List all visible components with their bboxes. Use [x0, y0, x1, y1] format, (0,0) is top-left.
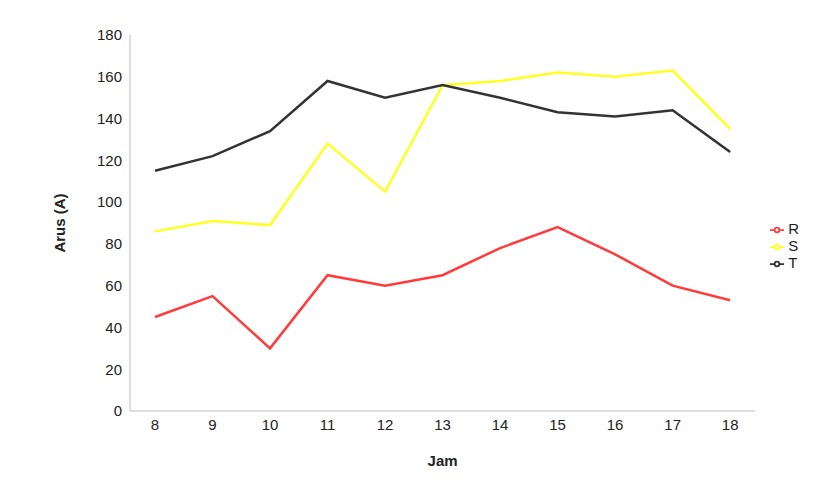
svg-text:60: 60: [105, 277, 122, 294]
svg-text:Arus (A): Arus (A): [51, 193, 68, 252]
svg-text:80: 80: [105, 235, 122, 252]
html-text:R: R: [788, 220, 799, 237]
svg-text:40: 40: [105, 319, 122, 336]
svg-text:20: 20: [105, 361, 122, 378]
svg-text:10: 10: [262, 416, 279, 433]
svg-text:180: 180: [97, 26, 122, 43]
svg-text:16: 16: [607, 416, 624, 433]
svg-text:8: 8: [151, 416, 159, 433]
svg-text:0: 0: [114, 402, 122, 419]
html-text:T: T: [788, 254, 798, 271]
svg-text:140: 140: [97, 110, 122, 127]
svg-text:14: 14: [492, 416, 509, 433]
svg-text:160: 160: [97, 68, 122, 85]
svg-text:13: 13: [434, 416, 451, 433]
html-text:S: S: [788, 237, 799, 254]
svg-text:15: 15: [549, 416, 566, 433]
svg-text:18: 18: [722, 416, 739, 433]
svg-text:120: 120: [97, 152, 122, 169]
svg-text:17: 17: [664, 416, 681, 433]
svg-text:9: 9: [208, 416, 216, 433]
svg-text:11: 11: [320, 416, 336, 433]
svg-text:100: 100: [97, 193, 122, 210]
svg-text:Jam: Jam: [428, 452, 458, 469]
svg-text:12: 12: [377, 416, 394, 433]
